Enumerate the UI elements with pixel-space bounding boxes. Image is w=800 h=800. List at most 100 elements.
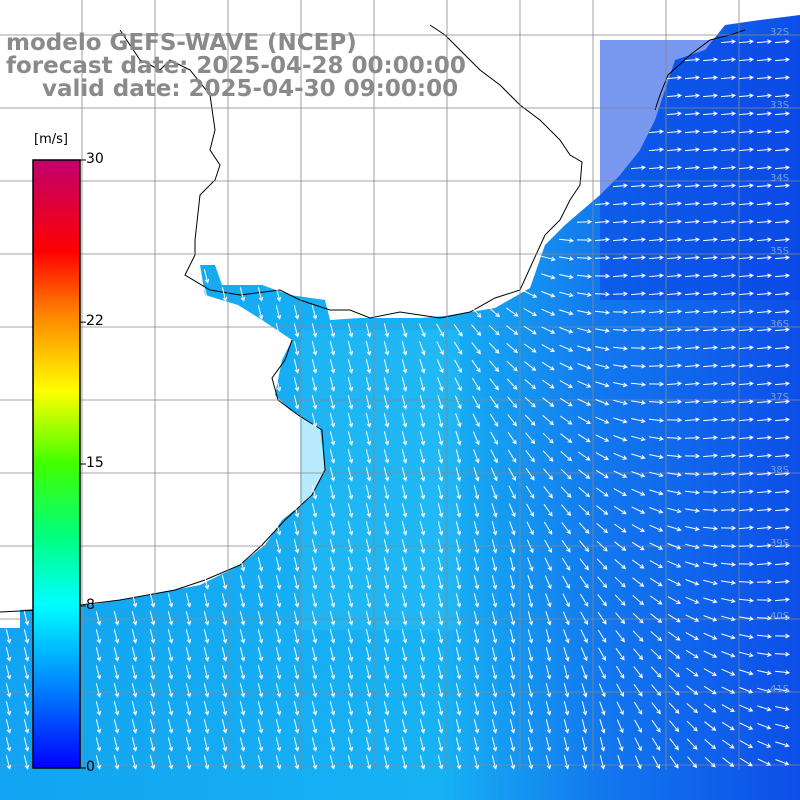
wind-arrow [684, 471, 701, 477]
wind-arrow [756, 417, 773, 423]
wind-arrow [23, 737, 30, 752]
wind-arrow [329, 503, 336, 518]
wind-arrow [559, 327, 574, 334]
wind-arrow [631, 453, 646, 460]
wind-arrow [347, 377, 354, 392]
wind-arrow [596, 505, 609, 515]
wind-arrow [702, 237, 719, 243]
wind-arrow [239, 701, 246, 716]
wind-arrow [684, 219, 701, 225]
wind-arrow [757, 670, 772, 676]
wind-arrow [648, 165, 665, 171]
wind-arrow [473, 719, 480, 734]
wind-arrow [203, 611, 210, 626]
wind-arrow [685, 561, 700, 568]
wind-arrow [311, 683, 318, 698]
wind-arrow [185, 665, 192, 680]
wind-arrow [685, 526, 700, 532]
wind-arrow [686, 703, 699, 714]
wind-arrow [686, 738, 698, 750]
wind-arrow [437, 593, 444, 608]
wind-arrow [347, 503, 354, 518]
wind-arrow [491, 611, 498, 626]
wind-arrow [113, 629, 120, 644]
wind-arrow [275, 323, 282, 338]
wind-arrow [721, 668, 736, 676]
wind-arrow [721, 704, 735, 712]
wind-arrow [720, 345, 737, 351]
wind-arrow [703, 685, 717, 695]
wind-arrow [666, 273, 683, 279]
wind-arrow [95, 755, 102, 770]
wind-arrow [527, 719, 534, 734]
wind-arrow [5, 701, 12, 716]
wind-arrow [365, 701, 372, 716]
wind-arrow [739, 634, 754, 640]
wind-arrow [562, 611, 570, 626]
wind-arrow [756, 399, 773, 405]
wind-arrow [437, 611, 444, 626]
wind-arrow [455, 665, 462, 680]
wind-arrow [704, 739, 717, 750]
wind-arrow [630, 165, 647, 171]
wind-arrow [419, 341, 426, 356]
wind-arrow [489, 378, 499, 391]
wind-arrow [599, 755, 606, 770]
wind-arrow [631, 506, 646, 514]
deep-offshore-zone [600, 40, 800, 300]
wind-arrow [614, 541, 627, 551]
wind-arrow [473, 611, 480, 626]
wind-arrow [203, 629, 210, 644]
wind-arrow [257, 611, 264, 626]
wind-arrow [491, 629, 498, 644]
wind-arrow [578, 469, 591, 479]
wind-arrow [293, 683, 300, 698]
wind-arrow [471, 359, 481, 373]
wind-arrow [149, 611, 156, 626]
wind-arrow [275, 629, 282, 644]
wind-arrow [648, 345, 665, 351]
wind-arrow [775, 759, 790, 766]
wind-arrow [545, 737, 552, 752]
wind-arrow [703, 544, 718, 549]
wind-arrow [774, 39, 791, 45]
wind-arrow [113, 683, 120, 698]
wind-arrow [634, 737, 642, 752]
wind-arrow [167, 683, 174, 698]
wind-arrow [720, 165, 737, 171]
wind-arrow [401, 521, 408, 536]
wind-arrow [667, 613, 681, 623]
wind-arrow [648, 201, 665, 207]
wind-arrow [720, 219, 737, 225]
colorbar [32, 159, 81, 769]
wind-arrow [293, 395, 300, 410]
wind-arrow [559, 274, 574, 280]
wind-arrow [293, 359, 300, 374]
wind-arrow [703, 579, 718, 586]
wind-arrow [470, 306, 482, 318]
wind-arrow [617, 755, 624, 770]
wind-arrow [275, 719, 282, 734]
wind-arrow [311, 629, 318, 644]
wind-arrow [721, 686, 736, 694]
wind-arrow [721, 721, 735, 731]
wind-arrow [774, 399, 791, 405]
wind-arrow [436, 323, 444, 337]
wind-arrow [491, 485, 498, 500]
wind-arrow [576, 219, 593, 225]
wind-arrow [419, 557, 426, 572]
wind-arrow [596, 558, 608, 570]
wind-arrow [615, 647, 625, 661]
wind-arrow [738, 111, 755, 117]
wind-arrow [383, 539, 390, 554]
wind-arrow [131, 737, 138, 752]
wind-arrow [526, 521, 534, 536]
wind-arrow [453, 341, 463, 355]
wind-arrow [95, 647, 102, 662]
wind-arrow [473, 467, 480, 482]
wind-arrow [437, 629, 444, 644]
wind-arrow [774, 579, 791, 585]
wind-arrow [560, 468, 572, 480]
wind-arrow [473, 503, 480, 518]
